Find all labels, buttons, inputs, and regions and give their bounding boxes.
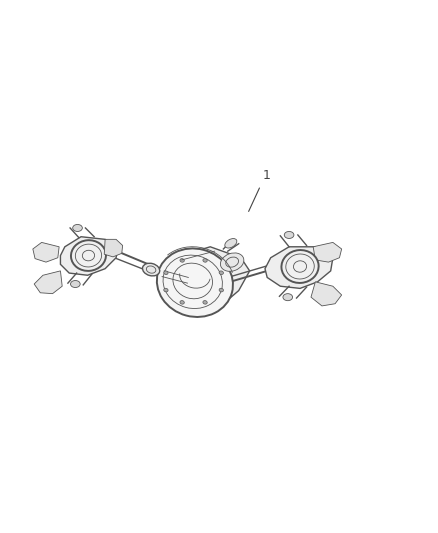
Polygon shape bbox=[265, 247, 333, 288]
Ellipse shape bbox=[180, 259, 184, 262]
Ellipse shape bbox=[225, 239, 237, 248]
Polygon shape bbox=[34, 271, 62, 294]
Ellipse shape bbox=[282, 250, 318, 283]
Ellipse shape bbox=[142, 263, 160, 276]
Ellipse shape bbox=[219, 288, 223, 292]
Polygon shape bbox=[313, 243, 342, 262]
Ellipse shape bbox=[219, 271, 223, 274]
Polygon shape bbox=[311, 282, 342, 306]
Ellipse shape bbox=[73, 224, 82, 231]
Ellipse shape bbox=[203, 259, 207, 262]
Ellipse shape bbox=[284, 231, 294, 238]
Text: 1: 1 bbox=[263, 169, 271, 182]
Polygon shape bbox=[104, 239, 123, 257]
Ellipse shape bbox=[71, 240, 106, 271]
Polygon shape bbox=[60, 237, 118, 275]
Ellipse shape bbox=[283, 294, 293, 301]
Ellipse shape bbox=[180, 301, 184, 304]
Polygon shape bbox=[164, 247, 250, 310]
Polygon shape bbox=[33, 243, 59, 262]
Ellipse shape bbox=[164, 271, 168, 274]
Ellipse shape bbox=[157, 248, 233, 317]
Ellipse shape bbox=[220, 253, 244, 271]
Ellipse shape bbox=[203, 301, 207, 304]
Ellipse shape bbox=[164, 288, 168, 292]
Ellipse shape bbox=[71, 280, 80, 287]
